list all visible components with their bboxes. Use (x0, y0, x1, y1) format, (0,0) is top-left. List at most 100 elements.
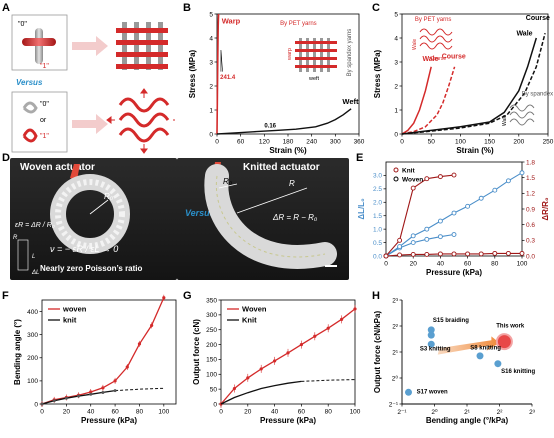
woven-point (113, 379, 117, 383)
x-tick-label: 0 (219, 409, 223, 416)
legend-woven-marker (393, 176, 399, 182)
s8-label: S8 knitting (470, 345, 501, 351)
y-axis-label: Stress (MPa) (188, 49, 197, 98)
x-tick-label: 60 (298, 409, 306, 416)
reference-point (405, 388, 412, 396)
e-point (451, 210, 457, 216)
course-spandex-label: Course (526, 15, 550, 22)
x-axis-label: Pressure (kPa) (260, 416, 316, 425)
s3-label: S3 knitting (420, 347, 451, 353)
panel-c-chart: 0 50 100 150 200 250 0 1 2 3 4 5 Strain (%) Stress (M… (373, 11, 554, 155)
x-tick-label: 40 (271, 409, 279, 416)
x-tick-label: 0 (400, 139, 404, 146)
e-point (451, 232, 457, 237)
woven-point (273, 359, 277, 363)
panel-a-illustration: "0" "1" Versus "0" or "1" (11, 14, 175, 154)
x-tick-label: 360 (354, 139, 365, 146)
woven-point (137, 342, 142, 346)
inset-warp-label: warp (287, 48, 293, 61)
series-line-1 (401, 66, 456, 135)
y-tick-label: 0.5 (373, 240, 382, 247)
y-axis-label: Bending angle (°) (13, 319, 22, 385)
x-axis-label: Strain (%) (269, 146, 307, 155)
panel-label-a: A (2, 2, 10, 14)
poisson-formula: ν = − εR / εL → 0 (50, 244, 119, 254)
y-tick-label: 4 (394, 35, 398, 42)
y-tick-label: 100 (27, 378, 38, 385)
y-tick-label: 1.0 (373, 226, 382, 233)
e-point (437, 174, 443, 180)
weave-inset (295, 38, 337, 72)
e-point (410, 251, 416, 257)
woven-grid (116, 22, 168, 70)
y-tick-label: 2 (209, 83, 213, 90)
panel-e-chart: 0 20 40 60 80 1000.00.51.01.52.02.53.0Pressur… (357, 159, 550, 277)
e-point (478, 251, 484, 257)
woven-point (340, 317, 344, 321)
woven-point (246, 376, 250, 380)
knit-point (40, 402, 44, 406)
y-axis-label: ΔL/L₀ (357, 198, 366, 220)
this-work-point (495, 333, 513, 351)
woven-actuator-photo: Woven actuator R₀ R L ΔL εR = ΔR / R₀ ν … (10, 158, 177, 280)
woven-point (150, 323, 154, 328)
bit1b-label: "1" (40, 133, 49, 140)
y-right-tick-label: 0.6 (526, 222, 535, 229)
knit-extension-line (301, 379, 356, 382)
this-work-label: This work (496, 323, 525, 329)
panel-label-h: H (372, 290, 380, 302)
y-tick-label: 0 (209, 131, 213, 138)
panel-label-c: C (372, 2, 380, 14)
poisson-caption: Nearly zero Poisson’s ratio (40, 264, 143, 273)
y-tick-label: 2² (392, 323, 399, 330)
y-axis-label: Output force (cN/kPa) (373, 311, 382, 394)
e-point (465, 251, 471, 257)
x-tick-label: 2² (497, 409, 504, 416)
delta-r-formula: ΔR = R − R₀ (273, 213, 318, 222)
y-tick-label: 1.5 (373, 213, 382, 220)
y-tick-label: 150 (206, 357, 217, 364)
l-label: L (32, 254, 35, 260)
knit-inset-spandex (509, 104, 535, 126)
y-tick-label: 3.0 (373, 173, 382, 180)
knit-series-line (220, 380, 302, 405)
weft-series-line (216, 108, 352, 135)
knit-point (101, 390, 105, 394)
r-small-label: R (13, 235, 18, 241)
e-point (410, 185, 416, 191)
red-yarn (22, 38, 56, 46)
e-point (424, 226, 430, 232)
y-right-tick-label: 0.0 (526, 253, 535, 260)
reference-point (427, 340, 435, 348)
y-tick-label: 1 (209, 107, 213, 114)
y-tick-label: 350 (206, 297, 217, 304)
y-right-tick-label: 1.5 (526, 175, 535, 182)
weft-label: Weft (342, 97, 359, 106)
woven-point (162, 296, 166, 300)
x-tick-label: 250 (543, 139, 554, 146)
warp-series-line (216, 13, 220, 135)
woven-point (286, 351, 290, 355)
gray-loop (22, 101, 38, 114)
x-tick-label: 2⁻¹ (397, 409, 407, 416)
woven-title: Woven actuator (20, 162, 95, 173)
series-line-3 (401, 33, 546, 135)
eps-r-formula: εR = ΔR / R₀ (15, 222, 55, 229)
knit-point (113, 389, 117, 393)
y-right-tick-label: 0.9 (526, 206, 535, 213)
x-tick-label: 60 (464, 261, 472, 268)
weft-slope-label: 0.16 (264, 123, 276, 129)
x-tick-label: 60 (111, 409, 119, 416)
y-tick-label: 5 (209, 11, 213, 18)
r0b-label: R₀ (223, 177, 233, 186)
x-tick-label: 40 (87, 409, 95, 416)
x-tick-label: 0 (40, 409, 44, 416)
panel-b-chart: 0 60 120 180 240 300 360 0 1 2 3 4 5 Strain (%) Stress… (188, 11, 365, 155)
x-tick-label: 240 (306, 139, 317, 146)
woven-point (326, 326, 330, 330)
woven-point (89, 390, 93, 394)
legend-woven-label: Woven (402, 177, 423, 184)
y-tick-label: 300 (206, 312, 217, 319)
panel-label-e: E (356, 152, 364, 164)
woven-point (353, 307, 357, 311)
